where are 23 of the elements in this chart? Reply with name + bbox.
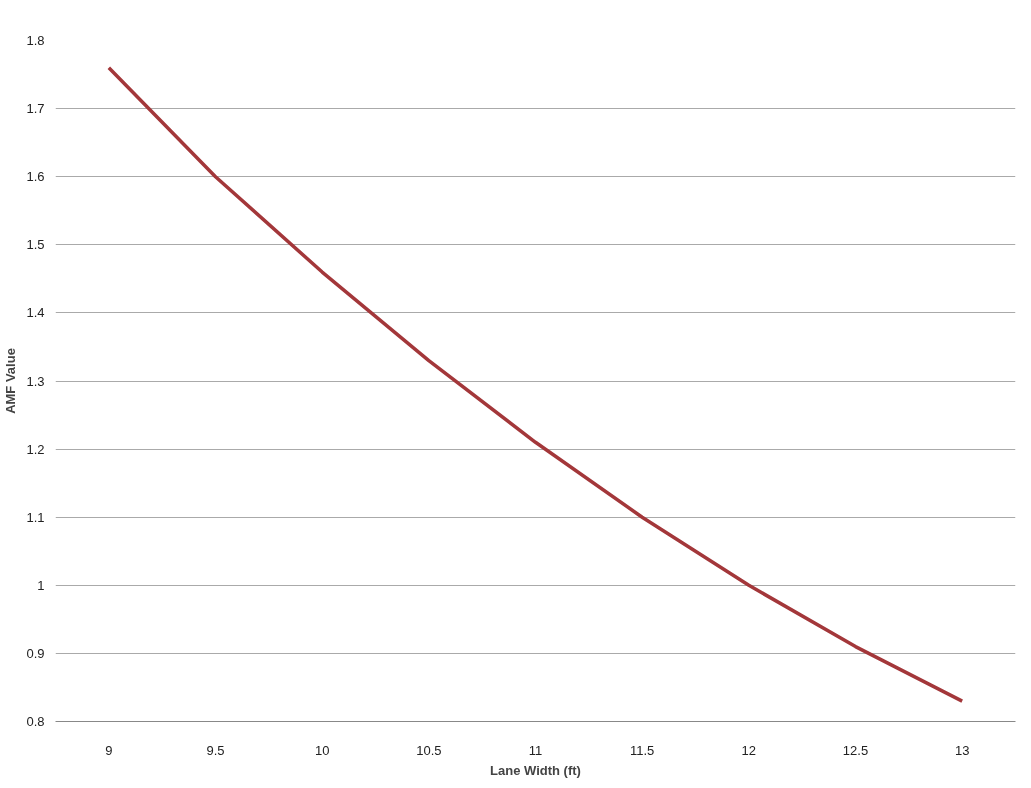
x-tick-label: 10.5 bbox=[416, 742, 442, 758]
y-tick-label: 1.6 bbox=[26, 169, 45, 185]
x-tick-label: 12.5 bbox=[842, 742, 869, 758]
x-tick-label: 9.5 bbox=[206, 742, 225, 758]
line-series bbox=[107, 65, 964, 703]
x-tick-label: 9 bbox=[105, 742, 113, 758]
y-tick-label: 1.4 bbox=[26, 305, 45, 321]
y-tick-label: 1.2 bbox=[26, 441, 45, 457]
x-tick-label: 13 bbox=[954, 742, 970, 758]
x-tick-label: 12 bbox=[741, 742, 757, 758]
y-tick-label: 0.8 bbox=[26, 714, 45, 729]
y-tick-label: 0.9 bbox=[26, 645, 45, 661]
y-tick-label: 1 bbox=[37, 577, 45, 593]
x-tick-label: 11 bbox=[528, 742, 543, 758]
y-tick-label: 1.1 bbox=[26, 509, 45, 525]
y-tick-label: 1.7 bbox=[26, 101, 45, 117]
x-tick-label: 11.5 bbox=[630, 742, 655, 758]
y-tick-label: 1.3 bbox=[26, 373, 45, 389]
x-axis-title: Lane Width (ft) bbox=[490, 762, 581, 778]
y-axis-title: AMF Value bbox=[3, 348, 19, 414]
y-tick-label: 1.5 bbox=[26, 237, 45, 253]
y-tick-label: 1.8 bbox=[26, 33, 45, 48]
x-tick-label: 10 bbox=[314, 742, 330, 758]
